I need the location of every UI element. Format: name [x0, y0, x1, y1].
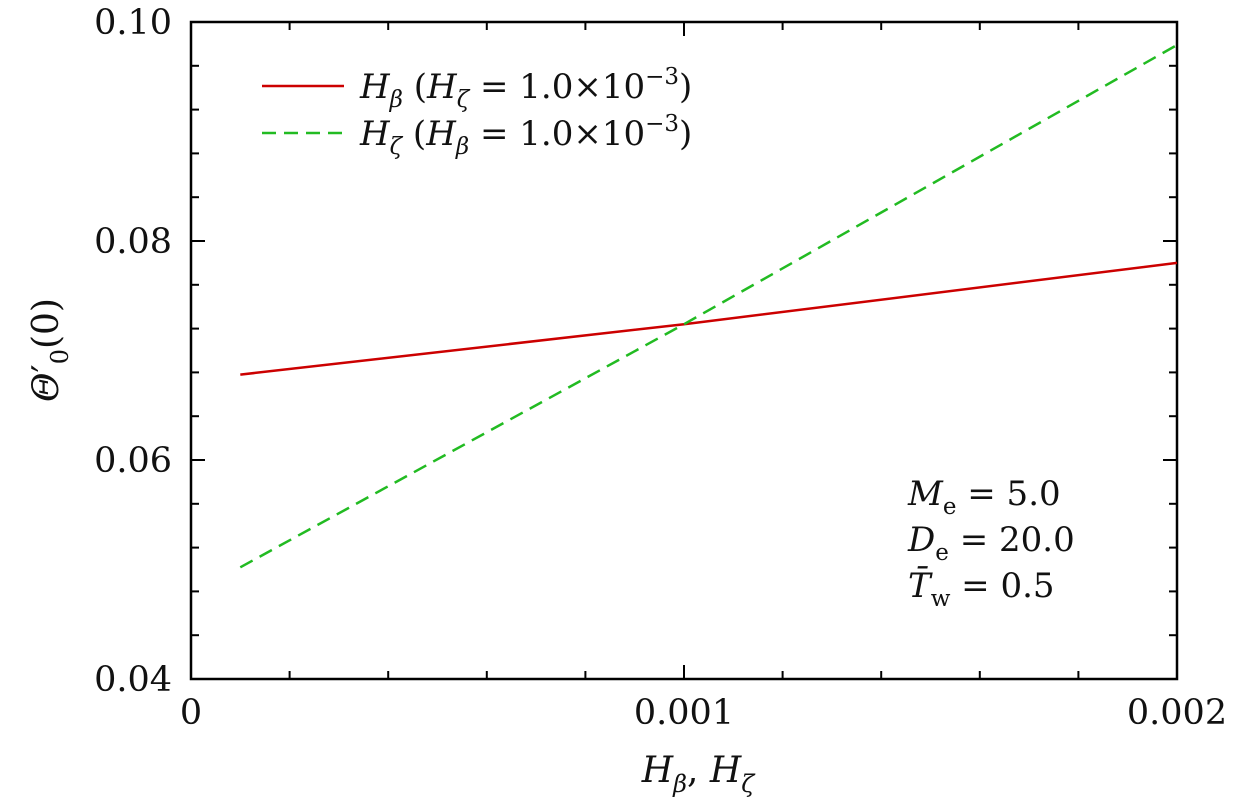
series-line-1 [240, 261, 1178, 376]
x-tick-label: 0.002 [1127, 693, 1227, 733]
annotation-de: De = 20.0 [907, 520, 1075, 566]
y-tick-label: 0.10 [94, 3, 172, 43]
y-tick-label: 0.08 [94, 222, 172, 262]
legend-label-series-2: Hζ (Hβ = 1.0×10−3) [359, 111, 692, 160]
legend: Hβ (Hζ = 1.0×10−3) Hζ (Hβ = 1.0×10−3) [262, 64, 692, 160]
parameter-annotations: Me = 5.0 De = 20.0 T̄w = 0.5 [907, 474, 1075, 612]
y-axis-label: Θ′0(0) [26, 298, 74, 402]
axis-ticks [190, 21, 1178, 680]
y-tick-label: 0.06 [94, 441, 172, 481]
x-tick-label: 0 [180, 693, 202, 733]
legend-label-series-1: Hβ (Hζ = 1.0×10−3) [359, 64, 692, 113]
y-tick-label: 0.04 [94, 660, 172, 700]
x-tick-label: 0.001 [634, 693, 734, 733]
annotation-me: Me = 5.0 [907, 474, 1061, 520]
series-line-2 [239, 43, 1178, 569]
x-axis-label: Hβ, Hζ [641, 750, 757, 798]
tick-labels: 0 0.001 0.002 0.04 0.06 0.08 0.10 [94, 3, 1227, 733]
annotation-tw: T̄w = 0.5 [908, 565, 1055, 612]
series-lines [239, 43, 1178, 569]
